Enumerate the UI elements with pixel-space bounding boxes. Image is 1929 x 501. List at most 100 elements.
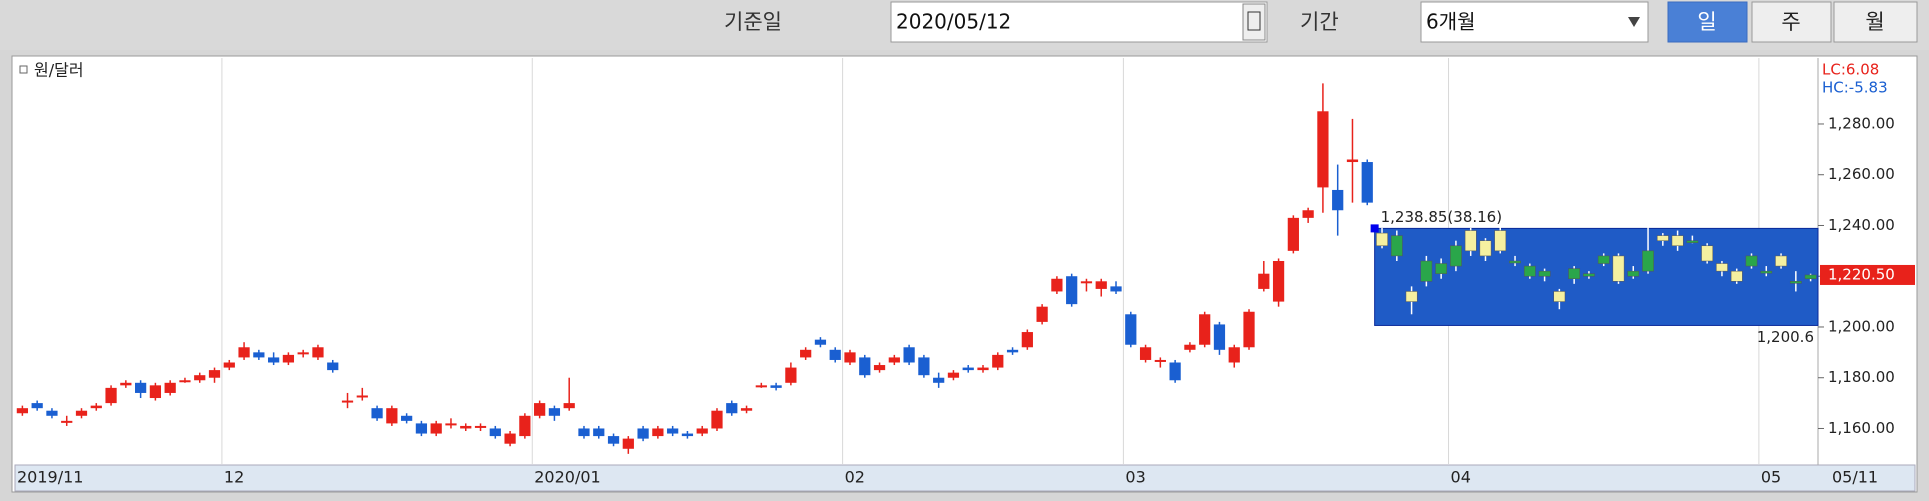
candle-body	[282, 354, 295, 363]
candle-body	[90, 405, 102, 409]
week-button[interactable]	[1751, 1, 1832, 43]
candle-body	[268, 357, 280, 363]
y-tick-label: 1,240.00	[1828, 216, 1895, 234]
candle-body	[16, 408, 29, 414]
candle-body	[1199, 314, 1211, 345]
calendar-button[interactable]	[1242, 3, 1266, 41]
candle-body	[1642, 250, 1654, 272]
candle-body	[947, 372, 960, 378]
candle-body	[1479, 240, 1492, 257]
candle-body	[1435, 263, 1448, 274]
candle-body	[563, 403, 575, 409]
period-label: 기간	[1300, 10, 1339, 34]
button-label: 일	[1697, 10, 1716, 34]
candle-body	[1597, 255, 1610, 264]
candle-body	[1184, 344, 1196, 350]
candle-body	[208, 370, 221, 378]
candle-body	[386, 408, 398, 424]
candle-body	[918, 357, 930, 376]
candle-body	[844, 352, 856, 363]
candle-body	[667, 428, 679, 434]
candle-body	[1243, 311, 1255, 348]
candle-body	[415, 423, 428, 434]
candle-body	[1450, 245, 1462, 267]
button-label: 월	[1865, 10, 1884, 34]
candle-body	[755, 385, 767, 388]
candle-body	[1302, 210, 1314, 218]
day-button[interactable]	[1667, 1, 1748, 43]
candle-body	[1568, 268, 1581, 280]
y-tick-label: 1,160.00	[1828, 419, 1895, 437]
candle-body	[1553, 291, 1566, 302]
candle-body	[489, 428, 501, 437]
candle-body	[637, 428, 649, 439]
candle-body	[652, 428, 664, 437]
current-price-box	[1820, 264, 1915, 285]
candle-body	[785, 367, 797, 383]
y-tick-label: 1,260.00	[1828, 165, 1895, 183]
candle-body	[1701, 245, 1714, 262]
legend-label: 원/달러	[34, 61, 84, 80]
candle-body	[1361, 162, 1373, 203]
x-tick-label: 03	[1125, 468, 1145, 487]
candle-body	[1125, 314, 1137, 345]
candle-body	[1745, 255, 1758, 267]
candle-body	[1730, 270, 1743, 282]
candle-body	[1538, 270, 1551, 277]
candle-body	[1509, 260, 1521, 264]
x-tick-label: 04	[1451, 468, 1471, 487]
candle-body	[933, 377, 945, 383]
candle-body	[1006, 349, 1019, 353]
candle-body	[1789, 281, 1802, 284]
candle-body	[740, 408, 753, 411]
hc-label: HC:-5.83	[1822, 79, 1888, 97]
x-tick-label: 2019/11	[17, 468, 83, 487]
x-tick-label: 12	[224, 468, 244, 487]
candle-body	[1110, 286, 1122, 292]
candle-body	[1775, 255, 1787, 267]
current-price-label: 1,220.50	[1828, 265, 1895, 283]
candle-body	[238, 347, 250, 358]
candle-body	[1656, 235, 1669, 241]
legend-icon	[19, 65, 28, 74]
period-value: 6개월	[1426, 10, 1476, 34]
candle-body	[1036, 306, 1048, 322]
x-axis-band	[14, 464, 1916, 492]
candle-body	[1420, 260, 1433, 282]
x-tick-label: 2020/01	[534, 468, 600, 487]
candle-body	[903, 347, 915, 363]
candle-body	[1258, 273, 1270, 289]
candle-body	[1376, 232, 1388, 247]
candle-body	[1051, 278, 1063, 292]
candle-body	[1716, 263, 1728, 272]
candle-body	[194, 375, 206, 381]
candle-body	[696, 428, 708, 434]
candle-body	[135, 382, 147, 393]
range-box	[1374, 227, 1819, 326]
lc-label: LC:6.08	[1822, 61, 1879, 79]
candle-body	[726, 403, 738, 414]
candle-body	[474, 425, 487, 428]
candle-body	[327, 362, 339, 371]
candle-body	[1390, 235, 1403, 257]
candle-body	[1760, 270, 1773, 274]
candle-body	[1287, 217, 1299, 251]
candle-body	[1066, 276, 1078, 305]
month-button[interactable]	[1833, 1, 1918, 43]
candle-body	[711, 410, 723, 429]
candle-body	[1627, 270, 1640, 277]
period-select[interactable]	[1420, 1, 1649, 43]
candle-body	[1213, 324, 1226, 350]
candle-body	[1612, 255, 1625, 282]
candle-body	[1523, 265, 1536, 277]
candle-body	[977, 367, 989, 371]
date-input[interactable]	[890, 1, 1268, 43]
button-label: 주	[1781, 10, 1800, 34]
candle-body	[622, 438, 634, 449]
y-tick-label: 1,180.00	[1828, 368, 1895, 386]
dropdown-arrow	[1628, 17, 1640, 27]
y-tick-label: 1,280.00	[1828, 114, 1895, 132]
candle-body	[770, 385, 782, 388]
